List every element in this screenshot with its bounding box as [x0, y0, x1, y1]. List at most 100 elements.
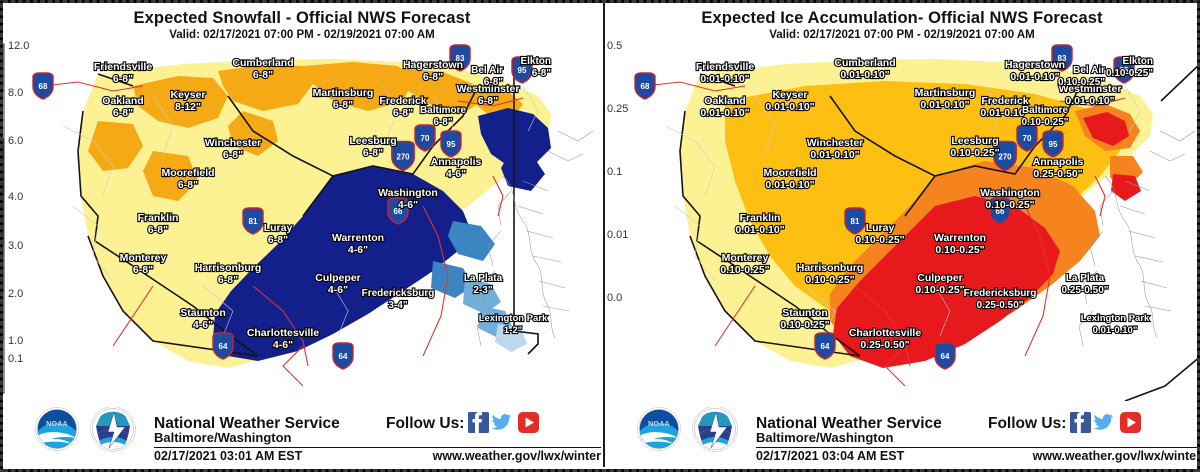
svg-text:02/17/2021 03:01 AM EST: 02/17/2021 03:01 AM EST: [154, 449, 303, 463]
svg-text:64: 64: [941, 352, 950, 361]
svg-text:6-8": 6-8": [148, 224, 168, 236]
svg-text:Culpeper: Culpeper: [315, 272, 361, 284]
svg-text:81: 81: [249, 217, 258, 226]
svg-text:6-8": 6-8": [484, 77, 503, 88]
svg-text:0.0: 0.0: [607, 292, 622, 304]
svg-text:6-8": 6-8": [178, 179, 198, 191]
svg-text:95: 95: [1049, 140, 1058, 149]
svg-text:64: 64: [219, 342, 228, 351]
svg-text:Staunton: Staunton: [180, 307, 226, 319]
svg-text:Harrisonburg: Harrisonburg: [797, 262, 864, 274]
svg-text:68: 68: [39, 82, 48, 91]
svg-text:1-2": 1-2": [504, 325, 522, 336]
svg-text:0.10-0.25": 0.10-0.25": [780, 319, 829, 331]
svg-text:Franklin: Franklin: [740, 212, 781, 224]
svg-text:6-8": 6-8": [253, 69, 273, 81]
svg-text:Cumberland: Cumberland: [834, 57, 895, 69]
svg-text:270: 270: [396, 152, 410, 161]
svg-text:Leesburg: Leesburg: [951, 135, 998, 147]
svg-text:Washington: Washington: [980, 187, 1040, 199]
svg-text:0.10-0.25": 0.10-0.25": [1106, 68, 1153, 79]
svg-text:Keyser: Keyser: [772, 89, 807, 101]
svg-text:70: 70: [1023, 134, 1032, 143]
svg-text:Lexington Park: Lexington Park: [1081, 313, 1150, 324]
svg-text:2.0: 2.0: [8, 288, 23, 300]
svg-text:12.0: 12.0: [8, 40, 29, 52]
svg-text:Fredericksburg: Fredericksburg: [964, 288, 1037, 299]
svg-text:8.0: 8.0: [8, 87, 23, 99]
svg-text:6-8": 6-8": [363, 147, 383, 159]
svg-text:0.10-0.25": 0.10-0.25": [805, 274, 854, 286]
svg-text:6-8": 6-8": [113, 73, 133, 85]
svg-text:0.10-0.25": 0.10-0.25": [1058, 77, 1105, 88]
svg-text:Hagerstown: Hagerstown: [403, 59, 463, 71]
svg-text:Friendsville: Friendsville: [696, 61, 755, 73]
svg-text:Staunton: Staunton: [782, 307, 828, 319]
svg-text:Annapolis: Annapolis: [1033, 156, 1084, 168]
svg-text:70: 70: [421, 134, 430, 143]
svg-text:4-6": 4-6": [193, 319, 213, 331]
svg-text:Elkton: Elkton: [1122, 56, 1153, 67]
svg-text:4-6": 4-6": [446, 168, 466, 180]
svg-text:95: 95: [518, 66, 527, 75]
svg-text:6-8": 6-8": [478, 95, 498, 107]
svg-text:4-6": 4-6": [328, 284, 348, 296]
svg-text:0.01-0.10": 0.01-0.10": [765, 101, 814, 113]
svg-text:Luray: Luray: [264, 222, 293, 234]
svg-text:NOAA: NOAA: [46, 421, 68, 428]
svg-text:Moorefield: Moorefield: [161, 167, 214, 179]
svg-text:6-8": 6-8": [133, 264, 153, 276]
svg-text:0.01-0.10": 0.01-0.10": [840, 69, 889, 81]
svg-text:4-6": 4-6": [348, 244, 368, 256]
svg-text:95: 95: [447, 140, 456, 149]
svg-text:6-8": 6-8": [218, 274, 238, 286]
svg-text:Baltimore: Baltimore: [420, 105, 467, 116]
svg-text:6-8": 6-8": [333, 99, 353, 111]
svg-text:6.0: 6.0: [8, 135, 23, 147]
svg-text:6-8": 6-8": [268, 234, 288, 246]
svg-text:0.25-0.50": 0.25-0.50": [1033, 168, 1082, 180]
svg-text:Warrenton: Warrenton: [934, 232, 986, 244]
svg-text:8-12": 8-12": [175, 101, 201, 113]
svg-text:Elkton: Elkton: [520, 56, 551, 67]
svg-text:64: 64: [821, 342, 830, 351]
svg-text:0.10-0.25": 0.10-0.25": [950, 147, 999, 159]
svg-text:4.0: 4.0: [8, 191, 23, 203]
svg-text:0.10-0.25": 0.10-0.25": [855, 234, 904, 246]
svg-text:La Plata: La Plata: [1066, 273, 1105, 284]
svg-text:4-6": 4-6": [273, 339, 293, 351]
svg-text:Baltimore/Washington: Baltimore/Washington: [756, 430, 894, 445]
svg-text:Martinsburg: Martinsburg: [313, 87, 374, 99]
svg-text:Winchester: Winchester: [807, 137, 864, 149]
svg-text:0.10-0.25": 0.10-0.25": [915, 284, 964, 296]
svg-text:Moorefield: Moorefield: [763, 167, 816, 179]
svg-text:0.25: 0.25: [607, 103, 628, 115]
svg-text:Charlottesville: Charlottesville: [247, 327, 320, 339]
svg-text:270: 270: [998, 152, 1012, 161]
svg-text:Monterey: Monterey: [722, 252, 769, 264]
svg-text:0.10-0.25": 0.10-0.25": [935, 244, 984, 256]
svg-text:0.1: 0.1: [8, 353, 23, 365]
svg-text:0.01-0.10": 0.01-0.10": [700, 73, 749, 85]
svg-text:0.5: 0.5: [607, 40, 622, 52]
svg-text:0.01-0.10": 0.01-0.10": [920, 99, 969, 111]
svg-text:Follow Us:: Follow Us:: [988, 415, 1066, 432]
svg-text:0.01-0.10": 0.01-0.10": [810, 149, 859, 161]
svg-text:4-6": 4-6": [398, 199, 418, 211]
svg-text:NOAA: NOAA: [648, 421, 670, 428]
svg-text:1.0: 1.0: [8, 335, 23, 347]
svg-text:Friendsville: Friendsville: [94, 61, 153, 73]
svg-text:La Plata: La Plata: [464, 273, 503, 284]
svg-text:Leesburg: Leesburg: [349, 135, 396, 147]
svg-text:0.01-0.10": 0.01-0.10": [700, 107, 749, 119]
svg-text:68: 68: [641, 82, 650, 91]
svg-text:Lexington Park: Lexington Park: [479, 313, 548, 324]
svg-text:Follow Us:: Follow Us:: [386, 415, 464, 432]
svg-text:81: 81: [851, 217, 860, 226]
svg-text:02/17/2021 03:04 AM EST: 02/17/2021 03:04 AM EST: [756, 449, 905, 463]
svg-text:Fredericksburg: Fredericksburg: [362, 288, 435, 299]
svg-text:2-3": 2-3": [473, 285, 492, 296]
svg-text:6-8": 6-8": [532, 68, 551, 79]
svg-text:0.1: 0.1: [607, 166, 622, 178]
svg-text:Hagerstown: Hagerstown: [1005, 59, 1065, 71]
